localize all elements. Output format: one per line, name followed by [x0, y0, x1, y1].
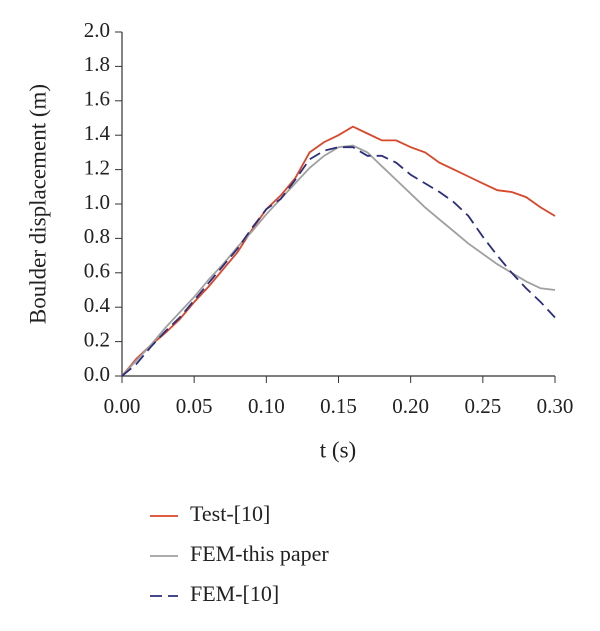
legend-label: Test-[10] [190, 501, 270, 526]
y-tick-label: 1.2 [84, 155, 110, 179]
y-tick-label: 1.6 [84, 87, 110, 111]
y-tick-label: 0.2 [84, 327, 110, 351]
y-tick-label: 1.4 [84, 121, 111, 145]
y-tick-label: 1.0 [84, 190, 110, 214]
y-tick-label: 1.8 [84, 52, 110, 76]
x-tick-label: 0.10 [248, 394, 285, 418]
x-tick-label: 0.05 [176, 394, 213, 418]
series-line [121, 125, 556, 377]
x-tick-label: 0.00 [104, 394, 141, 418]
x-tick-label: 0.15 [320, 394, 357, 418]
x-tick-label: 0.30 [537, 394, 574, 418]
y-tick-label: 0.8 [84, 224, 110, 248]
legend-label: FEM-this paper [190, 541, 329, 566]
y-tick-label: 0.4 [84, 293, 111, 317]
x-tick-label: 0.25 [464, 394, 501, 418]
x-axis-label: t (s) [320, 437, 356, 462]
legend-label: FEM-[10] [190, 581, 279, 606]
x-tick-label: 0.20 [392, 394, 429, 418]
series-line [121, 144, 556, 377]
y-tick-label: 0.6 [84, 259, 110, 283]
y-axis-label: Boulder displacement (m) [25, 84, 50, 324]
series-line [121, 146, 556, 377]
y-tick-label: 2.0 [84, 18, 110, 42]
y-tick-label: 0.0 [84, 362, 110, 386]
